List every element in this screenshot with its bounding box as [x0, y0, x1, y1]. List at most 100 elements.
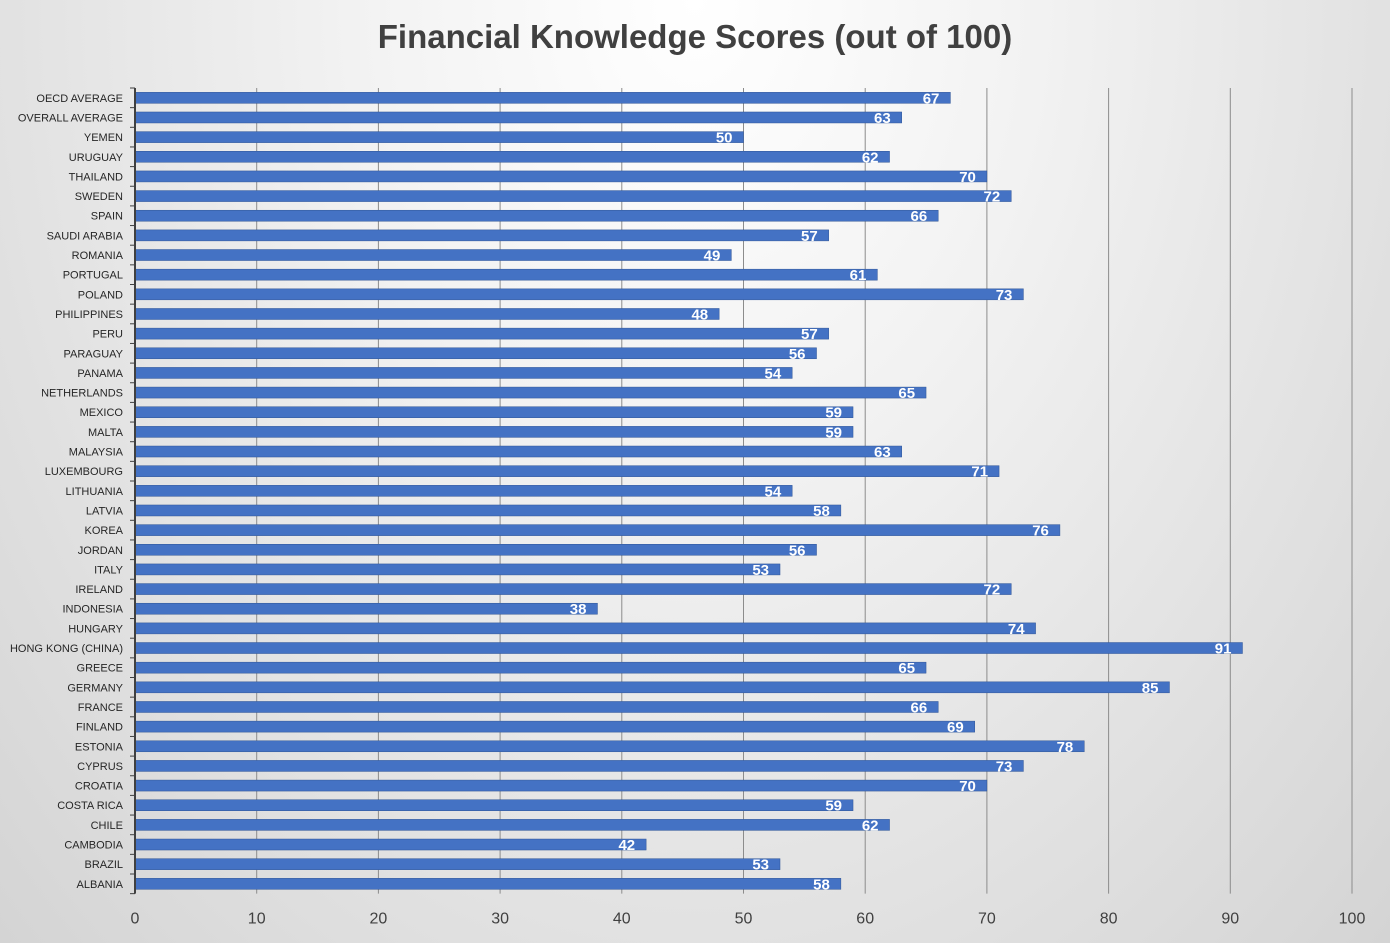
data-label: 76 [1032, 523, 1049, 540]
bar [134, 327, 829, 340]
bar [134, 268, 878, 281]
data-label: 67 [923, 90, 940, 107]
category-label: LATVIA [86, 505, 124, 517]
category-label: ALBANIA [77, 879, 124, 891]
x-tick-label: 50 [735, 911, 753, 928]
data-label: 66 [911, 699, 928, 716]
data-label: 56 [789, 346, 806, 363]
bar [134, 288, 1024, 301]
category-label: GREECE [77, 663, 123, 675]
category-label: OVERALL AVERAGE [18, 112, 123, 124]
data-label: 66 [911, 208, 928, 225]
category-label: LUXEMBOURG [45, 466, 123, 478]
data-label: 59 [825, 405, 842, 422]
bar [134, 485, 793, 497]
category-label: PORTUGAL [63, 270, 123, 282]
bar [134, 544, 817, 556]
category-label: PERU [92, 329, 123, 341]
data-label: 63 [874, 444, 891, 461]
category-label: BRAZIL [84, 859, 123, 871]
data-label: 70 [959, 169, 976, 186]
data-label: 53 [752, 857, 769, 874]
category-label: FINLAND [76, 722, 123, 734]
bar [134, 583, 1012, 595]
data-label: 70 [959, 778, 976, 795]
category-label: ROMANIA [72, 250, 124, 262]
data-label: 54 [764, 365, 781, 382]
data-label: 59 [825, 798, 842, 815]
data-label: 58 [813, 503, 830, 520]
data-label: 58 [813, 876, 830, 893]
data-label: 73 [996, 758, 1013, 775]
bar [134, 426, 854, 438]
category-label: HUNGARY [68, 623, 123, 635]
category-label: MEXICO [80, 407, 124, 419]
axis-layer: 0 10 20 30 40 50 60 70 80 90 100 OECD AVERAGE OVERAL… [10, 87, 1365, 928]
bar [134, 367, 793, 379]
category-label: COSTA RICA [57, 800, 123, 812]
category-label: INDONESIA [62, 604, 123, 616]
category-label: MALTA [88, 427, 124, 439]
category-label: PARAGUAY [64, 348, 124, 360]
data-label: 72 [984, 582, 1001, 599]
bar [134, 445, 902, 458]
category-label: ESTONIA [75, 741, 124, 753]
category-label: IRELAND [75, 584, 123, 596]
bar [134, 642, 1243, 654]
bar [134, 779, 988, 792]
data-label: 59 [825, 424, 842, 441]
x-tick-label: 60 [856, 911, 874, 928]
bar [134, 406, 854, 418]
category-label: GERMANY [67, 682, 123, 694]
bar [134, 111, 902, 124]
category-label: NETHERLANDS [41, 388, 123, 400]
data-label: 65 [898, 660, 915, 677]
data-label: 57 [801, 326, 818, 343]
bar [134, 151, 890, 163]
x-tick-label: 80 [1100, 911, 1118, 928]
x-tick-label: 90 [1221, 911, 1239, 928]
data-label: 48 [691, 306, 708, 323]
bar [134, 504, 842, 517]
data-label: 62 [862, 817, 879, 834]
x-tick-label: 20 [370, 911, 388, 928]
bar [134, 524, 1061, 536]
category-label: LITHUANIA [66, 486, 124, 498]
category-label: YEMEN [84, 132, 123, 144]
bar [134, 661, 927, 674]
x-tick-label: 70 [978, 911, 996, 928]
data-label: 85 [1142, 680, 1159, 697]
data-label: 50 [716, 130, 733, 147]
data-label: 63 [874, 110, 891, 127]
category-label: URUGUAY [69, 152, 124, 164]
data-label: 91 [1215, 641, 1232, 658]
category-label: FRANCE [78, 702, 123, 714]
data-label: 74 [1008, 621, 1025, 638]
x-tick-label: 10 [248, 911, 266, 928]
category-label: CROATIA [75, 781, 124, 793]
category-label: THAILAND [69, 171, 123, 183]
data-label: 57 [801, 228, 818, 245]
bar [134, 308, 720, 320]
x-tick-label: 30 [491, 911, 509, 928]
data-label: 69 [947, 719, 964, 736]
category-label: MALAYSIA [69, 447, 124, 459]
category-label: SAUDI ARABIA [47, 230, 124, 242]
data-label: 65 [898, 385, 915, 402]
category-label: CHILE [91, 820, 123, 832]
bar [134, 170, 988, 183]
category-label: ITALY [94, 564, 124, 576]
bar-layer: 67 63 50 62 70 72 66 57 49 61 73 48 57 56 54 65 59 59 63 71… [134, 90, 1243, 893]
bar [134, 799, 854, 811]
bar [134, 347, 817, 360]
data-label: 78 [1057, 739, 1074, 756]
chart-title: Financial Knowledge Scores (out of 100) [377, 18, 1013, 55]
bar [134, 838, 647, 851]
data-label: 73 [996, 287, 1013, 304]
bar [134, 131, 744, 143]
category-label: CAMBODIA [64, 840, 123, 852]
category-label: HONG KONG (CHINA) [10, 643, 123, 655]
category-label: SWEDEN [75, 191, 123, 203]
